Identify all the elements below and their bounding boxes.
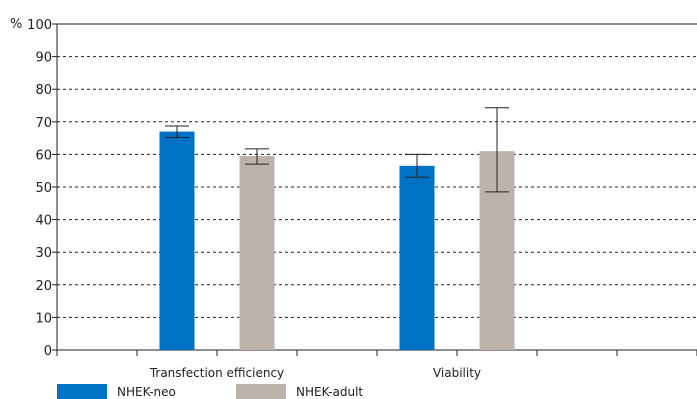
y-tick-label: 10 [35, 311, 52, 326]
legend-label: NHEK-neo [117, 385, 176, 399]
y-tick-label: 0 [44, 344, 52, 359]
legend-label: NHEK-adult [296, 385, 363, 399]
x-axis: Transfection efficiency Viability [56, 350, 697, 380]
y-tick-label: 70 [35, 116, 52, 131]
y-tick-label: 100 [27, 18, 52, 33]
legend: NHEK-neo NHEK-adult [57, 384, 363, 399]
bar [159, 131, 195, 350]
y-tick-label: 40 [35, 214, 52, 229]
y-tick-label: 20 [35, 279, 52, 294]
legend-swatch [236, 384, 286, 399]
y-tick-label: 60 [35, 148, 52, 163]
y-tick-label: 30 [35, 246, 52, 261]
bars [159, 107, 515, 350]
y-tick-label: 90 [35, 51, 52, 66]
gridlines [57, 23, 697, 351]
y-unit-label: % [10, 17, 22, 32]
bar [399, 165, 435, 350]
y-axis-ticks: 0 10 20 30 40 50 60 70 80 90 100 [27, 18, 58, 359]
bar [239, 156, 275, 350]
category-label: Transfection efficiency [149, 366, 284, 380]
y-tick-label: 50 [35, 181, 52, 196]
category-label: Viability [433, 366, 481, 380]
y-tick-label: 80 [35, 83, 52, 98]
legend-swatch [57, 384, 107, 399]
